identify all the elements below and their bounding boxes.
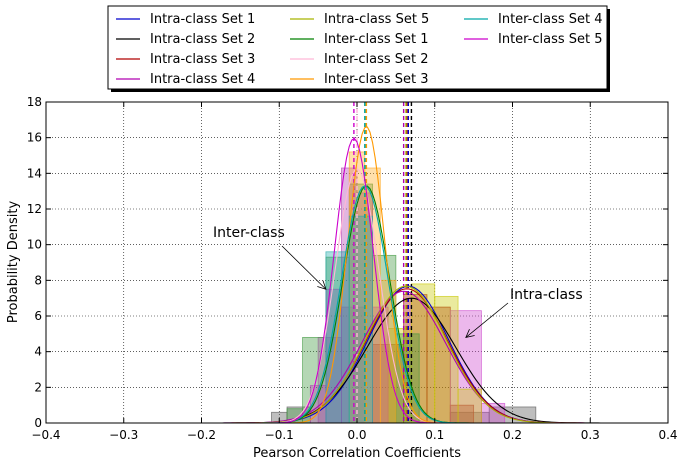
plot-area: −0.4 −0.3 −0.2 −0.1 0.0 0.1 0.2 0.3 0.4 0 2 4 6 8 10 12… <box>27 95 678 442</box>
legend-label: Intra-class Set 4 <box>150 72 255 87</box>
x-tick-label: 0.4 <box>658 428 677 442</box>
x-tick-label: 0.1 <box>425 428 444 442</box>
x-tick-label: −0.3 <box>109 428 138 442</box>
legend: Intra-class Set 1 Intra-class Set 2 Intra-… <box>107 5 610 92</box>
y-tick-label: 6 <box>34 309 42 323</box>
inter-class-annotation: Inter-class <box>213 225 285 241</box>
x-tick-label: −0.4 <box>31 428 60 442</box>
histogram-bar <box>348 215 373 424</box>
y-tick-label: 10 <box>27 238 42 252</box>
y-axis-label: Probability Density <box>6 201 21 324</box>
intra-class-annotation: Intra-class <box>510 287 583 303</box>
legend-label: Inter-class Set 3 <box>324 72 429 87</box>
legend-frame <box>107 5 608 90</box>
y-tick-label: 8 <box>34 273 42 287</box>
legend-label: Intra-class Set 1 <box>150 12 255 27</box>
x-tick-label: 0.3 <box>581 428 600 442</box>
histogram-bar <box>325 251 350 424</box>
legend-label: Inter-class Set 2 <box>324 52 429 67</box>
annotation-arrow <box>465 302 509 338</box>
y-tick-label: 16 <box>27 131 42 145</box>
legend-label: Intra-class Set 5 <box>324 12 429 27</box>
x-tick-label: −0.1 <box>265 428 294 442</box>
legend-label: Intra-class Set 2 <box>150 32 255 47</box>
x-tick-label: 0.2 <box>503 428 522 442</box>
annotation-arrowhead <box>317 280 327 290</box>
annotation-arrowhead <box>465 329 475 338</box>
x-tick-label: −0.2 <box>187 428 216 442</box>
legend-label: Inter-class Set 1 <box>324 32 429 47</box>
y-tick-label: 18 <box>27 95 42 109</box>
x-tick-label: 0.0 <box>347 428 366 442</box>
legend-label: Inter-class Set 5 <box>498 32 603 47</box>
legend-label: Inter-class Set 4 <box>498 12 603 27</box>
y-tick-label: 12 <box>27 202 42 216</box>
legend-label: Intra-class Set 3 <box>150 52 255 67</box>
y-tick-label: 4 <box>34 345 42 359</box>
y-tick-label: 0 <box>34 416 42 430</box>
x-axis-label: Pearson Correlation Coefficients <box>253 446 461 461</box>
y-tick-label: 2 <box>34 380 42 394</box>
y-tick-label: 14 <box>27 166 42 180</box>
annotation-arrow <box>281 245 327 290</box>
